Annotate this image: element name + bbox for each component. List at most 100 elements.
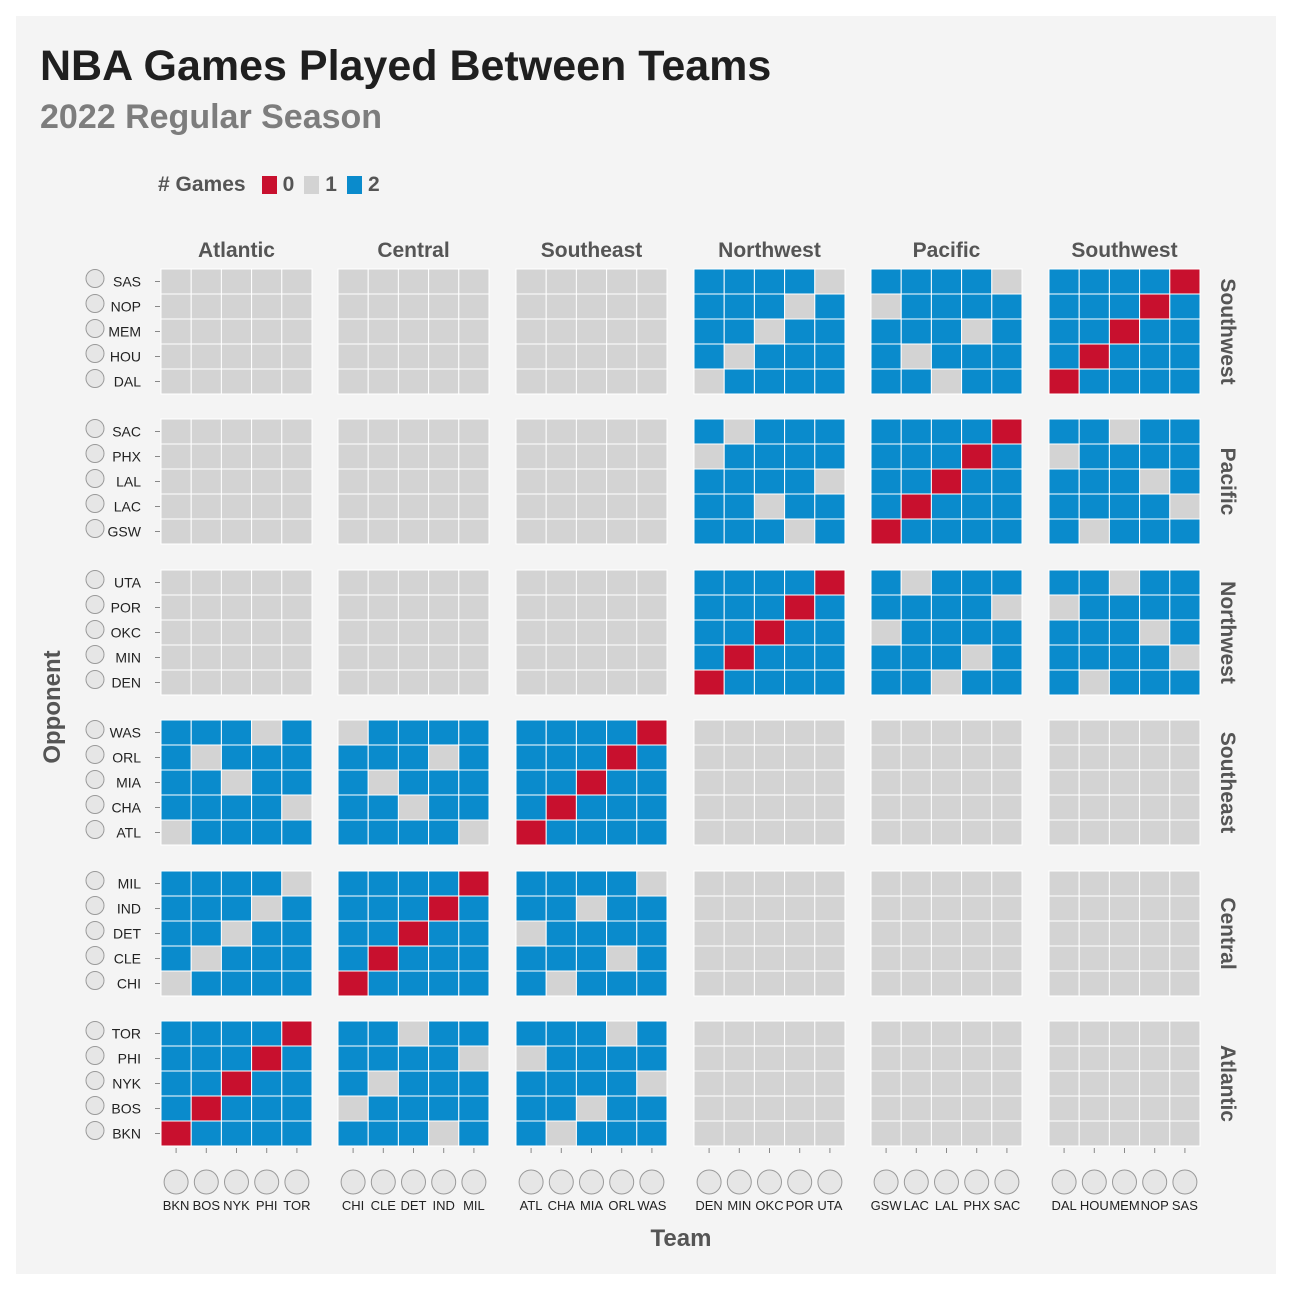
heatmap-cell bbox=[281, 293, 313, 320]
heatmap-cell bbox=[545, 343, 577, 370]
heatmap-cell bbox=[1048, 1020, 1080, 1047]
heatmap-cell bbox=[1048, 1045, 1080, 1072]
heatmap-cell bbox=[281, 819, 313, 846]
heatmap-cell bbox=[814, 518, 846, 545]
heatmap-cell bbox=[1139, 1045, 1171, 1072]
heatmap-cell bbox=[397, 418, 430, 445]
heatmap-cell bbox=[1078, 870, 1110, 897]
heatmap-cell bbox=[784, 368, 816, 395]
heatmap-cell bbox=[190, 619, 222, 646]
heatmap-cell bbox=[930, 468, 963, 495]
heatmap-cell bbox=[784, 493, 816, 520]
heatmap-cell bbox=[367, 669, 399, 696]
heatmap-cell bbox=[961, 769, 993, 796]
heatmap-cell bbox=[784, 719, 816, 746]
heatmap-cell bbox=[870, 970, 902, 997]
heatmap-cell bbox=[160, 744, 192, 771]
heatmap-cell bbox=[991, 920, 1023, 947]
heatmap-cell bbox=[367, 1095, 399, 1122]
heatmap-cell bbox=[693, 819, 725, 846]
heatmap-cell bbox=[575, 870, 608, 897]
heatmap-cell bbox=[458, 970, 490, 997]
heatmap-cell bbox=[575, 644, 608, 671]
heatmap-cell bbox=[1139, 619, 1171, 646]
heatmap-cell bbox=[784, 895, 816, 922]
heatmap-cell bbox=[1078, 418, 1110, 445]
team-logo-icon bbox=[85, 294, 105, 313]
heatmap-cell bbox=[870, 594, 902, 621]
team-logo-icon bbox=[639, 1169, 665, 1195]
heatmap-cell bbox=[814, 343, 846, 370]
heatmap-cell bbox=[606, 769, 638, 796]
heatmap-cell bbox=[784, 1045, 816, 1072]
heatmap-cell bbox=[693, 468, 725, 495]
heatmap-cell bbox=[337, 870, 369, 897]
team-logo-icon bbox=[224, 1169, 249, 1195]
x-tick-label: BOS bbox=[193, 1198, 221, 1213]
heatmap-cell bbox=[1078, 518, 1110, 545]
heatmap-cell bbox=[1169, 1070, 1201, 1097]
heatmap-cell bbox=[1108, 443, 1141, 470]
heatmap-cell bbox=[814, 418, 846, 445]
heatmap-cell bbox=[1139, 293, 1171, 320]
heatmap-cell bbox=[930, 518, 963, 545]
heatmap-cell bbox=[397, 1120, 430, 1147]
heatmap-cell bbox=[753, 945, 786, 972]
x-tick-label: GSW bbox=[871, 1198, 903, 1213]
heatmap-cell bbox=[337, 318, 369, 345]
heatmap-cell bbox=[1048, 343, 1080, 370]
heatmap-cell bbox=[753, 819, 786, 846]
heatmap-cell bbox=[515, 895, 547, 922]
heatmap-cell bbox=[606, 569, 638, 596]
heatmap-cell bbox=[961, 443, 993, 470]
x-tick-label: OKC bbox=[755, 1198, 783, 1213]
heatmap-cell bbox=[1048, 318, 1080, 345]
heatmap-cell bbox=[458, 418, 490, 445]
heatmap-cell bbox=[1078, 744, 1110, 771]
heatmap-cell bbox=[1048, 1095, 1080, 1122]
heatmap-cell bbox=[636, 895, 668, 922]
heatmap-cell bbox=[606, 744, 638, 771]
heatmap-cell bbox=[784, 1120, 816, 1147]
heatmap-cell bbox=[575, 1020, 608, 1047]
heatmap-cell bbox=[930, 594, 963, 621]
heatmap-cell bbox=[723, 945, 755, 972]
heatmap-cell bbox=[723, 443, 755, 470]
heatmap-cell bbox=[1108, 644, 1141, 671]
heatmap-cell bbox=[606, 1095, 638, 1122]
heatmap-cell bbox=[753, 569, 786, 596]
heatmap-cell bbox=[1048, 895, 1080, 922]
heatmap-cell bbox=[545, 443, 577, 470]
heatmap-cell bbox=[545, 895, 577, 922]
heatmap-cell bbox=[220, 1045, 253, 1072]
heatmap-cell bbox=[636, 368, 668, 395]
heatmap-cell bbox=[575, 1120, 608, 1147]
heatmap-cell bbox=[930, 1070, 963, 1097]
legend-item-0: 0 bbox=[261, 173, 294, 197]
heatmap-cell bbox=[636, 669, 668, 696]
heatmap-cell bbox=[1108, 669, 1141, 696]
heatmap-cell bbox=[160, 1070, 192, 1097]
heatmap-cell bbox=[281, 569, 313, 596]
heatmap-cell bbox=[606, 443, 638, 470]
heatmap-cell bbox=[723, 895, 755, 922]
heatmap-cell bbox=[515, 443, 547, 470]
heatmap-cell bbox=[220, 594, 253, 621]
team-logo-icon bbox=[85, 469, 105, 488]
y-tick-label: MIN bbox=[115, 650, 141, 666]
heatmap-cell bbox=[753, 1070, 786, 1097]
heatmap-cell bbox=[1169, 368, 1201, 395]
heatmap-cell bbox=[515, 1070, 547, 1097]
heatmap-cell bbox=[337, 794, 369, 821]
heatmap-cell bbox=[337, 619, 369, 646]
heatmap-cell bbox=[961, 268, 993, 295]
y-tick-label: CHA bbox=[111, 800, 141, 816]
heatmap-cell bbox=[397, 945, 430, 972]
heatmap-cell bbox=[930, 920, 963, 947]
heatmap-cell bbox=[251, 268, 283, 295]
heatmap-cell bbox=[900, 493, 932, 520]
heatmap-cell bbox=[606, 619, 638, 646]
heatmap-cell bbox=[991, 619, 1023, 646]
heatmap-cell bbox=[961, 920, 993, 947]
heatmap-cell bbox=[337, 895, 369, 922]
